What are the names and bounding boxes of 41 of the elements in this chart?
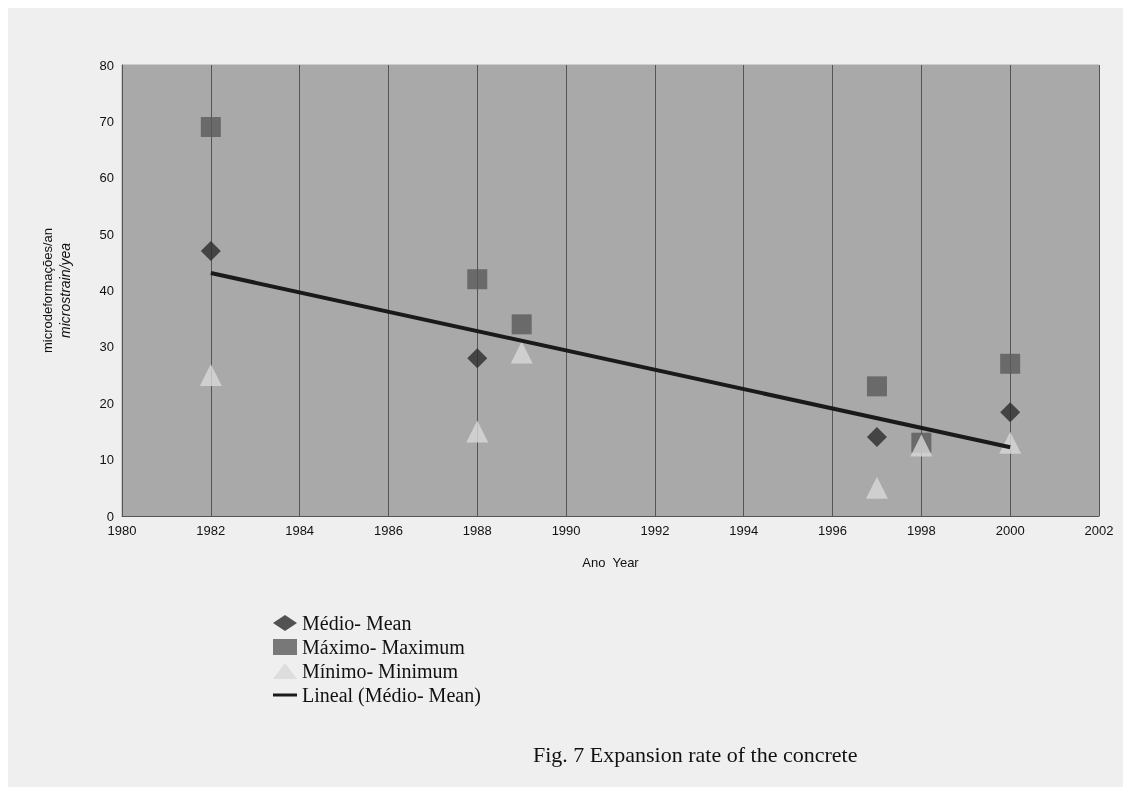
x-tick-label: 1980 xyxy=(107,523,137,538)
x-tick-label: 1984 xyxy=(285,523,315,538)
x-tick-label: 2000 xyxy=(995,523,1025,538)
legend-label: Mínimo- Minimum xyxy=(302,660,459,682)
legend-label: Médio- Mean xyxy=(302,612,412,634)
point xyxy=(866,376,887,397)
x-tick-label: 1986 xyxy=(373,523,403,538)
y-tick-label: 20 xyxy=(99,395,114,411)
x-axis-title: Ano Year xyxy=(582,555,640,570)
x-tick-label: 1992 xyxy=(640,523,670,538)
y-tick-label: 80 xyxy=(99,57,114,73)
y-tick-label: 10 xyxy=(99,452,114,468)
y-tick-label: 70 xyxy=(99,113,114,129)
point xyxy=(200,241,221,262)
point xyxy=(1000,353,1021,374)
x-tick-label: 1996 xyxy=(818,523,848,538)
point xyxy=(511,314,532,335)
x-tick-label: 1988 xyxy=(462,523,492,538)
y-tick-label: 0 xyxy=(106,508,114,524)
point xyxy=(866,427,887,448)
point xyxy=(510,341,533,364)
y-tick-label: 50 xyxy=(99,226,114,242)
y-tick-label: 40 xyxy=(99,283,114,298)
x-tick-label: 1990 xyxy=(551,523,581,538)
point xyxy=(200,117,221,138)
point xyxy=(199,364,222,387)
legend-label: Máximo- Maximum xyxy=(302,636,466,658)
y-tick-label: 30 xyxy=(99,339,114,355)
point xyxy=(865,476,888,499)
x-tick-label: 2002 xyxy=(1084,523,1114,538)
x-tick-label: 1998 xyxy=(906,523,936,538)
point xyxy=(1000,402,1021,423)
y-tick-label: 60 xyxy=(99,170,114,186)
point xyxy=(467,348,488,369)
point xyxy=(467,269,488,290)
text: Fig. 7 Expansion rate of the concrete xyxy=(533,741,858,767)
y-axis-title: microdeformações/an microstrain/yea xyxy=(39,228,73,353)
point xyxy=(466,420,489,443)
x-tick-label: 1994 xyxy=(729,523,759,538)
x-tick-label: 1982 xyxy=(196,523,226,538)
legend-label: Lineal (Médio- Mean) xyxy=(302,684,481,707)
